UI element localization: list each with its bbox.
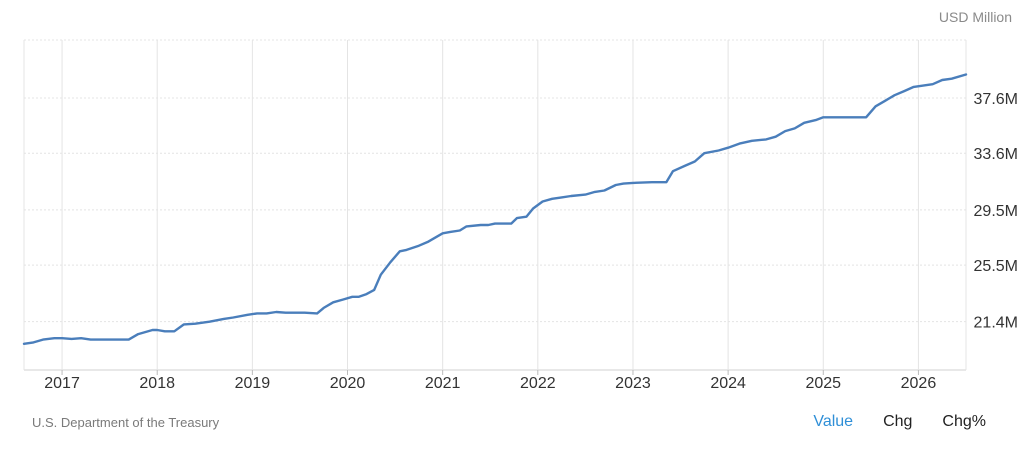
x-tick-label: 2026 bbox=[901, 375, 937, 392]
tab-chg-percent[interactable]: Chg% bbox=[942, 413, 986, 430]
x-tick-label: 2017 bbox=[44, 375, 80, 392]
x-tick-label: 2020 bbox=[330, 375, 366, 392]
x-tick-label: 2023 bbox=[615, 375, 651, 392]
x-tick-label: 2018 bbox=[139, 375, 175, 392]
view-tabs: Value Chg Chg% bbox=[813, 413, 986, 431]
line-chart: 2017 2018 2019 2020 2021 2022 2023 2024 2025 2026… bbox=[22, 39, 1018, 392]
y-tick-label: 21.4M bbox=[974, 315, 1018, 332]
x-tick-label: 2025 bbox=[805, 375, 841, 392]
source-label: U.S. Department of the Treasury bbox=[32, 415, 220, 430]
y-tick-label: 33.6M bbox=[974, 146, 1018, 163]
y-tick-label: 29.5M bbox=[974, 203, 1018, 220]
series-line bbox=[22, 73, 968, 345]
y-tick-label: 37.6M bbox=[974, 91, 1018, 108]
x-tick-label: 2024 bbox=[710, 375, 746, 392]
grid bbox=[23, 39, 967, 375]
y-tick-label: 25.5M bbox=[974, 258, 1018, 275]
x-tick-label: 2019 bbox=[235, 375, 271, 392]
y-axis: 21.4M 25.5M 29.5M 33.6M 37.6M bbox=[974, 91, 1018, 332]
x-tick-label: 2022 bbox=[520, 375, 556, 392]
unit-label: USD Million bbox=[938, 9, 1012, 25]
x-tick-label: 2021 bbox=[425, 375, 461, 392]
x-axis: 2017 2018 2019 2020 2021 2022 2023 2024 2025 2026 bbox=[44, 375, 936, 392]
tab-chg[interactable]: Chg bbox=[883, 413, 913, 430]
tab-value[interactable]: Value bbox=[813, 413, 854, 430]
series-layer bbox=[22, 73, 968, 345]
